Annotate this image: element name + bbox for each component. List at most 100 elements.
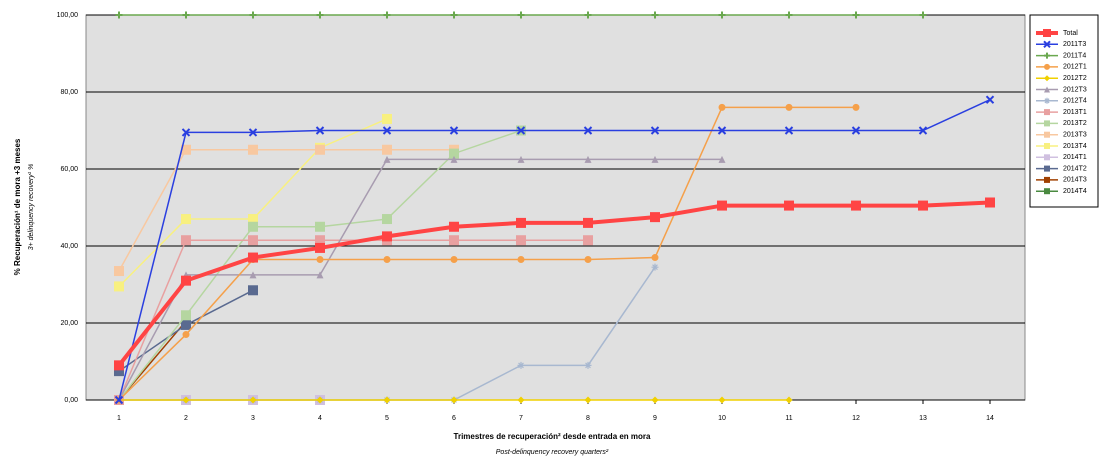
data-point <box>382 113 392 124</box>
data-point <box>584 255 592 263</box>
data-point <box>181 214 191 225</box>
data-point <box>851 200 861 211</box>
legend-marker <box>1044 97 1050 104</box>
data-point <box>382 144 392 155</box>
data-point <box>718 11 726 19</box>
data-point <box>516 126 526 135</box>
y-tick-label: 20,00 <box>60 320 78 327</box>
data-point <box>852 103 860 111</box>
data-point <box>918 126 928 135</box>
series-line <box>118 99 991 401</box>
data-point <box>517 155 525 163</box>
legend-marker <box>1044 188 1050 195</box>
legend-label: 2013T2 <box>1063 120 1087 127</box>
legend-marker <box>1044 86 1050 93</box>
data-point <box>717 126 727 135</box>
legend-label: 2013T4 <box>1063 143 1087 150</box>
data-point <box>651 396 659 404</box>
data-point <box>315 126 325 135</box>
legend-label: 2014T2 <box>1063 165 1087 172</box>
data-point <box>517 396 525 404</box>
data-point <box>249 11 257 19</box>
legend-marker <box>1044 109 1050 116</box>
legend-label: 2013T1 <box>1063 109 1087 116</box>
data-point <box>181 128 191 137</box>
x-tick-label: 5 <box>385 415 389 422</box>
data-point <box>919 11 927 19</box>
data-point <box>584 11 592 19</box>
data-point <box>181 310 191 321</box>
data-point <box>182 11 190 19</box>
legend-marker <box>1044 131 1050 138</box>
data-point <box>516 235 526 246</box>
data-point <box>248 221 258 232</box>
x-tick-label: 10 <box>718 415 726 422</box>
y-tick-label: 100,00 <box>57 12 79 19</box>
x-tick-label: 7 <box>519 415 523 422</box>
data-point <box>114 366 124 377</box>
data-point <box>248 214 258 225</box>
data-point <box>182 396 190 404</box>
x-tick-label: 14 <box>986 415 994 422</box>
series-line <box>118 158 722 401</box>
legend-label: 2012T2 <box>1063 75 1087 82</box>
legend-label: Total <box>1063 30 1078 37</box>
data-point <box>315 144 325 155</box>
y-axis-title: % Recuperación¹ de mora +3 meses <box>13 138 22 275</box>
data-point <box>248 235 258 246</box>
legend-label: 2012T3 <box>1063 86 1087 93</box>
legend-label: 2011T4 <box>1063 52 1086 59</box>
x-tick-label: 9 <box>653 415 657 422</box>
data-point <box>651 11 659 19</box>
legend <box>1029 14 1099 208</box>
y-axis-subtitle: 3+ delinquency recovery¹ % <box>28 164 35 251</box>
data-point <box>248 128 258 137</box>
data-point <box>181 275 191 286</box>
data-point <box>450 255 458 263</box>
data-point <box>383 255 391 263</box>
y-tick-label: 40,00 <box>60 243 78 250</box>
x-tick-label: 8 <box>586 415 590 422</box>
legend-label: 2011T3 <box>1063 41 1086 48</box>
data-point <box>181 144 191 155</box>
data-point <box>718 155 726 163</box>
legend-label: 2013T3 <box>1063 132 1087 139</box>
data-point <box>717 200 727 211</box>
x-tick-label: 11 <box>785 415 792 422</box>
legend-marker <box>1044 143 1050 149</box>
data-point <box>650 212 660 223</box>
x-axis-title: Trimestres de recuperación² desde entrad… <box>454 432 652 441</box>
data-point <box>182 331 190 339</box>
data-point <box>181 319 191 330</box>
data-point <box>651 155 659 163</box>
data-point <box>584 396 592 404</box>
legend-marker <box>1044 75 1050 82</box>
y-tick-label: 60,00 <box>60 166 78 173</box>
data-point <box>114 266 124 277</box>
data-point <box>382 126 392 135</box>
data-point <box>985 197 995 208</box>
data-point <box>449 126 459 135</box>
x-tick-label: 13 <box>919 415 927 422</box>
data-point <box>249 271 257 279</box>
data-point <box>584 155 592 163</box>
x-axis-subtitle: Post-delinquency recovery quarters² <box>496 449 609 456</box>
data-point <box>718 103 726 111</box>
data-point <box>315 221 325 232</box>
data-point <box>248 144 258 155</box>
data-point <box>650 126 660 135</box>
data-point <box>583 235 593 246</box>
x-tick-label: 2 <box>184 415 188 422</box>
legend-marker <box>1044 154 1050 161</box>
data-point <box>383 11 391 19</box>
data-point <box>651 263 659 271</box>
data-point <box>114 395 124 405</box>
x-tick-label: 12 <box>852 415 860 422</box>
data-point <box>517 11 525 19</box>
data-point <box>583 126 593 135</box>
series-line <box>118 149 454 272</box>
data-point <box>383 155 391 163</box>
data-point <box>248 252 258 263</box>
data-point <box>248 285 258 296</box>
